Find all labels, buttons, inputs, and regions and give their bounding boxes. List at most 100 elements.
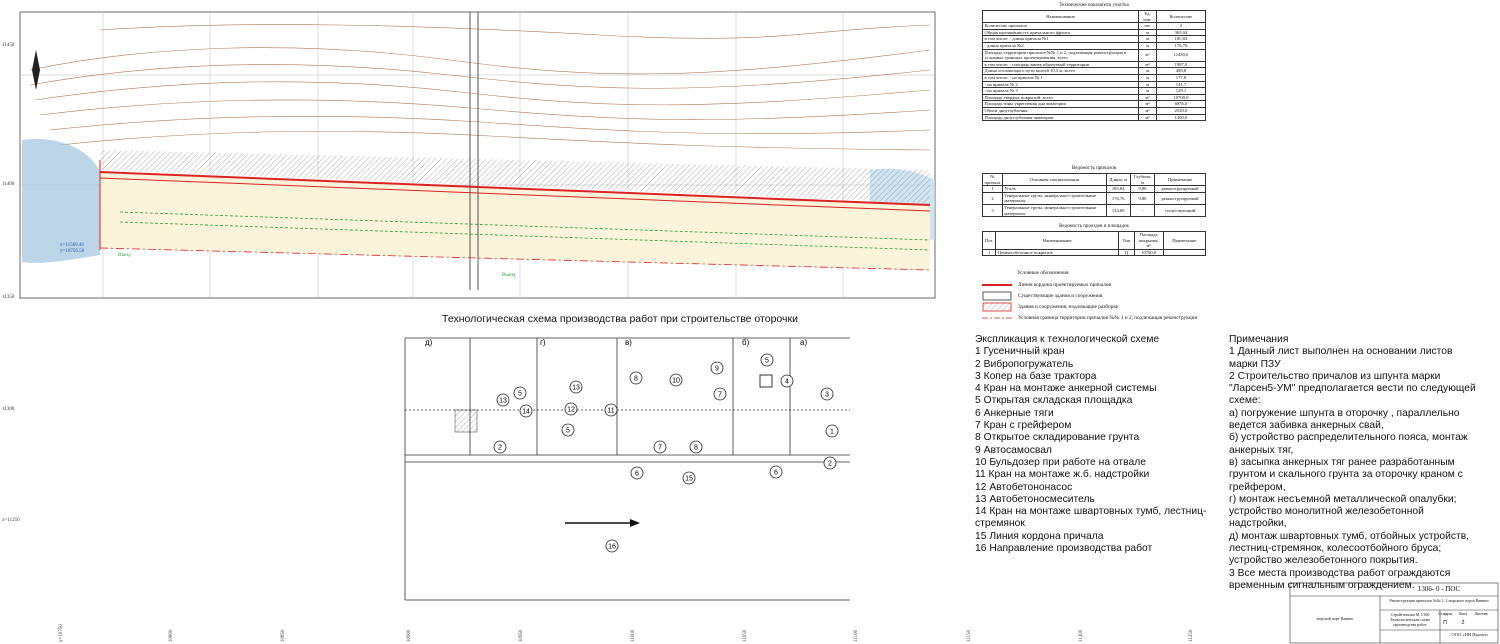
header-cell: Наименование (995, 231, 1120, 250)
explication-item: 12 Автобетононасос (975, 481, 1073, 493)
stage-value: 2 (1462, 620, 1465, 626)
notes: Примечания 1 Данный лист выполнен на осн… (1229, 334, 1477, 592)
territory (100, 172, 930, 270)
header-cell: Глубина, м (1129, 172, 1156, 187)
cell: 185,84 (1105, 185, 1131, 193)
callout-label: 10 (672, 378, 680, 385)
legend-label: Здания и сооружения, подлежащие разборке (1018, 303, 1119, 310)
explication-item: 11 Кран на монтаже ж.б. надстройки (975, 469, 1150, 481)
cell: существующий (1154, 203, 1206, 218)
table-row: 1 Уголь 185,84 9,80 реконструируемый (982, 185, 1206, 193)
cell: Ц (1118, 248, 1135, 257)
header-cell: Площадь покрытия, м² (1133, 231, 1164, 250)
cell: Площадь твердых покрытий, всего (981, 93, 1140, 102)
note-item: 1 Данный лист выполнен на основании лист… (1229, 346, 1453, 370)
callout-label: 15 (685, 476, 693, 483)
callout-circle (825, 424, 839, 438)
cell: 134,00 (1105, 203, 1131, 218)
exit-label: Выезд (502, 273, 516, 278)
coord-label: 11300 (2, 407, 15, 412)
callout-circle (605, 539, 619, 553)
legend-item: Существующие здания и сооружения (982, 290, 1206, 301)
cell: 365,04 (1155, 28, 1207, 37)
callout-label: 1 (830, 429, 834, 436)
stage-header: Листов (1475, 611, 1488, 616)
explication-title: Экспликация к технологической схеме (975, 334, 1160, 345)
explication-item: 5 Открытая складская площадка (975, 395, 1133, 407)
cell: Площадь дноуглубления акватории (981, 113, 1140, 122)
table-row: 1 Цементобетонное покрытие Ц 10700,0 (981, 248, 1207, 257)
scheme-frame (404, 337, 850, 601)
header-cell: Поз. (981, 231, 997, 250)
cell: Объем дноуглубления (981, 106, 1140, 115)
note-item: д) монтаж швартовных тумб, отбойных устр… (1229, 530, 1470, 567)
project-name: Реконструкция причалов №№ 1, 2 морского … (1389, 598, 1489, 603)
legend-item: Здания и сооружения, подлежащие разборке (982, 301, 1206, 312)
explication-item: 15 Линия кордона причала (975, 530, 1104, 542)
callout-circle (780, 374, 794, 388)
sheet-name: Стройгенплан М 1:500 Технологическая схе… (1390, 612, 1430, 627)
explication-item: 16 Направление производства работ (975, 543, 1153, 555)
water (22, 139, 100, 263)
areas-table-block: Ведомость проездов и площадок Поз. Наимен… (981, 224, 1207, 257)
header-cell: Тип (1118, 231, 1135, 250)
callout-circle (713, 387, 727, 401)
title-block (1289, 582, 1499, 644)
table-row: в том числе: - на причале № 1 м 177,8 (981, 73, 1207, 82)
stage-value: П (1443, 620, 1447, 626)
note-item: б) устройство распределительного пояса, … (1229, 432, 1468, 456)
scheme-title: Технологическая схема производства работ… (442, 313, 798, 325)
explication-item: 13 Автобетоносмеситель (975, 493, 1095, 505)
point-label: x=11569.46 (60, 243, 84, 248)
legend-symbol (982, 291, 1012, 300)
cell: реконструируемый (1154, 185, 1206, 193)
stage-header: Стадия (1438, 611, 1452, 616)
cell: Площадь территории причалов №№ 1 и 2, по… (981, 48, 1140, 62)
legend-label: Условная граница территории причалов №№ … (1018, 314, 1198, 321)
cell: 2 (1155, 22, 1207, 30)
header-cell: Длина, м (1105, 172, 1131, 187)
table-row: - на причале № 2 м 141,7 (981, 80, 1207, 89)
callout-label: 2 (498, 445, 502, 452)
cell: 176,76 (1105, 191, 1131, 205)
cell: 185,84 (1155, 35, 1207, 43)
header-row: Наименование Ед. изм. Количество (981, 9, 1207, 24)
cell: Уголь (1001, 185, 1107, 193)
header-row: Поз. Наименование Тип Площадь покрытия, м² П… (981, 231, 1207, 250)
notes-title: Примечания (1229, 334, 1289, 345)
coord-label: 11100 (854, 629, 859, 642)
callout-circle (669, 373, 683, 387)
stage-label: в) (625, 338, 632, 347)
header-cell: Примечание (1154, 172, 1206, 187)
table-title: Ведомость причалов (1071, 166, 1117, 171)
callout-circle (760, 353, 774, 367)
cell: 9,80 (1129, 185, 1156, 193)
callout-label: 16 (608, 544, 616, 551)
table-row: 3 Генеральные грузы, минерально-строитель… (982, 203, 1206, 218)
legend-label: Линия кордона проектируемых причалов (1018, 281, 1112, 288)
table-row: Площадь твердых покрытий, всего м² 10700,0 (981, 93, 1207, 102)
doc-code: 1306- 0 - ПОС (1417, 585, 1461, 593)
header-cell: Примечание (1162, 231, 1207, 250)
cell (1162, 248, 1207, 257)
coord-label: 11050 (743, 629, 748, 642)
callout-circle (493, 440, 507, 454)
explication-item: 10 Бульдозер при работе на отвале (975, 456, 1146, 468)
callout-circle (682, 471, 696, 485)
explication-item: 8 Открытое складирование грунта (975, 432, 1140, 444)
cell: Цементобетонное покрытие (995, 248, 1120, 257)
callout-circle (519, 404, 533, 418)
cell: Общая протяжённость причального фронта (981, 28, 1140, 37)
callout-circle (710, 361, 724, 375)
coord-label: 10900 (407, 629, 412, 642)
cell: - на причале № 2 (981, 80, 1140, 89)
legend-symbol (982, 317, 1012, 318)
table-row: - длина причала №2 м 176,76 (981, 41, 1207, 50)
callout-circle (653, 440, 667, 454)
header-cell: Ед. изм. (1138, 9, 1157, 24)
tech-table: Наименование Ед. изм. Количество Количество… (981, 9, 1207, 122)
cell: м² (1138, 93, 1157, 102)
point-label: y=10756.58 (60, 249, 85, 254)
callout-circle (689, 440, 703, 454)
